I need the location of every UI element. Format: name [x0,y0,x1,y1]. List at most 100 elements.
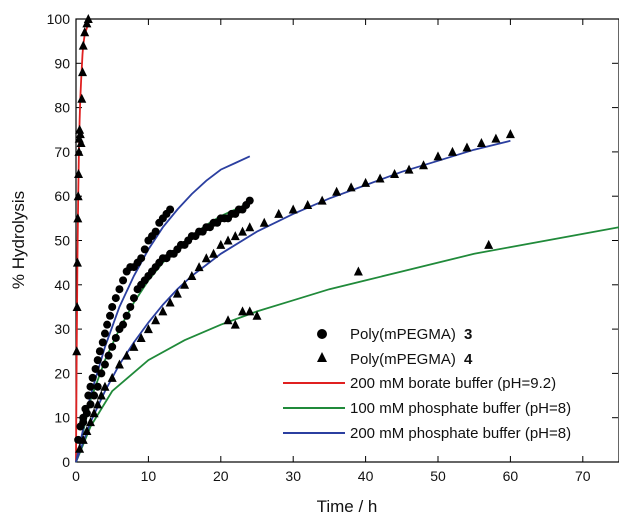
data-point-series-2 [74,146,84,156]
data-point-series-2 [114,359,124,369]
y-tick-label: 80 [54,100,70,116]
data-point-series-2 [75,124,85,134]
x-tick-label: 20 [213,468,229,484]
data-point-series-1 [103,320,112,329]
data-point-series-1 [95,347,104,356]
legend-marker-series-2 [317,352,327,362]
data-point-series-2 [165,297,175,307]
data-point-series-2 [238,306,248,316]
svg-text:Poly(mPEGMA) 4: Poly(mPEGMA) 4 [350,351,473,368]
data-point-series-1 [104,351,113,360]
data-point-series-1 [111,333,120,342]
y-tick-label: 90 [54,55,70,71]
data-point-series-2 [505,129,515,139]
data-point-series-1 [129,294,138,303]
data-point-series-2 [85,417,95,427]
data-point-series-2 [476,138,486,148]
data-point-series-1 [79,418,88,427]
data-point-series-1 [86,382,95,391]
data-point-series-2 [390,169,400,179]
y-tick-label: 30 [54,321,70,337]
data-point-series-1 [137,254,146,263]
data-point-series-2 [245,222,255,232]
data-point-series-1 [111,294,120,303]
data-point-series-1 [90,391,99,400]
data-point-series-1 [108,302,117,311]
fit-curve-series-5-a [75,155,251,463]
data-point-series-1 [97,369,106,378]
data-point-series-2 [375,173,385,183]
data-point-series-2 [433,151,443,161]
data-point-series-2 [484,239,494,249]
x-axis-label: Time / h [317,497,378,516]
data-point-series-2 [274,208,284,218]
data-point-series-2 [209,248,219,258]
data-point-series-2 [72,301,82,311]
data-point-series-1 [106,311,115,320]
data-point-series-1 [100,329,109,338]
data-point-series-1 [82,409,91,418]
data-point-series-2 [187,270,197,280]
y-tick-label: 60 [54,188,70,204]
legend-label-series-3: 200 mM borate buffer (pH=9.2) [350,375,556,392]
x-tick-label: 50 [430,468,446,484]
data-point-series-1 [100,360,109,369]
x-tick-label: 70 [575,468,591,484]
data-point-series-2 [80,27,90,37]
x-tick-label: 30 [285,468,301,484]
y-axis-label: % Hydrolysis [9,191,28,289]
data-point-series-2 [404,164,414,174]
data-point-series-2 [100,381,110,391]
data-point-series-2 [151,315,161,325]
data-point-series-2 [223,315,233,325]
data-point-series-1 [93,382,102,391]
data-point-series-2 [96,390,106,400]
data-point-series-2 [82,425,92,435]
data-point-series-2 [201,253,211,263]
data-point-series-2 [89,408,99,418]
data-point-series-1 [108,342,117,351]
data-point-series-2 [230,231,240,241]
legend-suffix-series-1: 3 [464,326,472,343]
data-point-series-2 [122,350,132,360]
data-point-series-1 [84,391,93,400]
data-point-series-1 [151,227,160,236]
data-point-series-1 [93,356,102,365]
data-point-series-2 [136,332,146,342]
data-point-series-2 [361,177,371,187]
data-point-series-1 [245,196,254,205]
y-tick-label: 40 [54,277,70,293]
data-point-series-2 [216,239,226,249]
data-point-series-1 [140,245,149,254]
data-point-series-2 [346,182,356,192]
data-point-series-2 [74,169,84,179]
data-point-series-2 [72,257,82,267]
data-point-series-1 [166,205,175,214]
data-point-series-2 [252,310,262,320]
y-tick-label: 0 [62,454,70,470]
data-point-series-2 [353,266,363,276]
data-point-series-2 [491,133,501,143]
y-tick-label: 10 [54,410,70,426]
legend-label-series-5: 200 mM phosphate buffer (pH=8) [350,425,571,442]
data-point-series-2 [288,204,298,214]
data-point-series-2 [73,213,83,223]
data-point-series-2 [180,279,190,289]
data-point-series-1 [122,311,131,320]
x-tick-label: 40 [358,468,374,484]
y-tick-label: 70 [54,144,70,160]
data-point-series-2 [462,142,472,152]
data-point-series-1 [119,320,128,329]
legend-suffix-series-2: 4 [464,351,473,368]
data-point-series-2 [194,262,204,272]
data-point-series-1 [91,364,100,373]
fit-curve-series-4-b [75,226,619,463]
legend-label-series-4: 100 mM phosphate buffer (pH=8) [350,400,571,417]
data-point-series-2 [78,434,88,444]
data-point-series-2 [172,288,182,298]
data-point-series-2 [158,306,168,316]
data-point-series-1 [115,285,124,294]
data-point-series-2 [73,191,83,201]
x-tick-label: 10 [141,468,157,484]
